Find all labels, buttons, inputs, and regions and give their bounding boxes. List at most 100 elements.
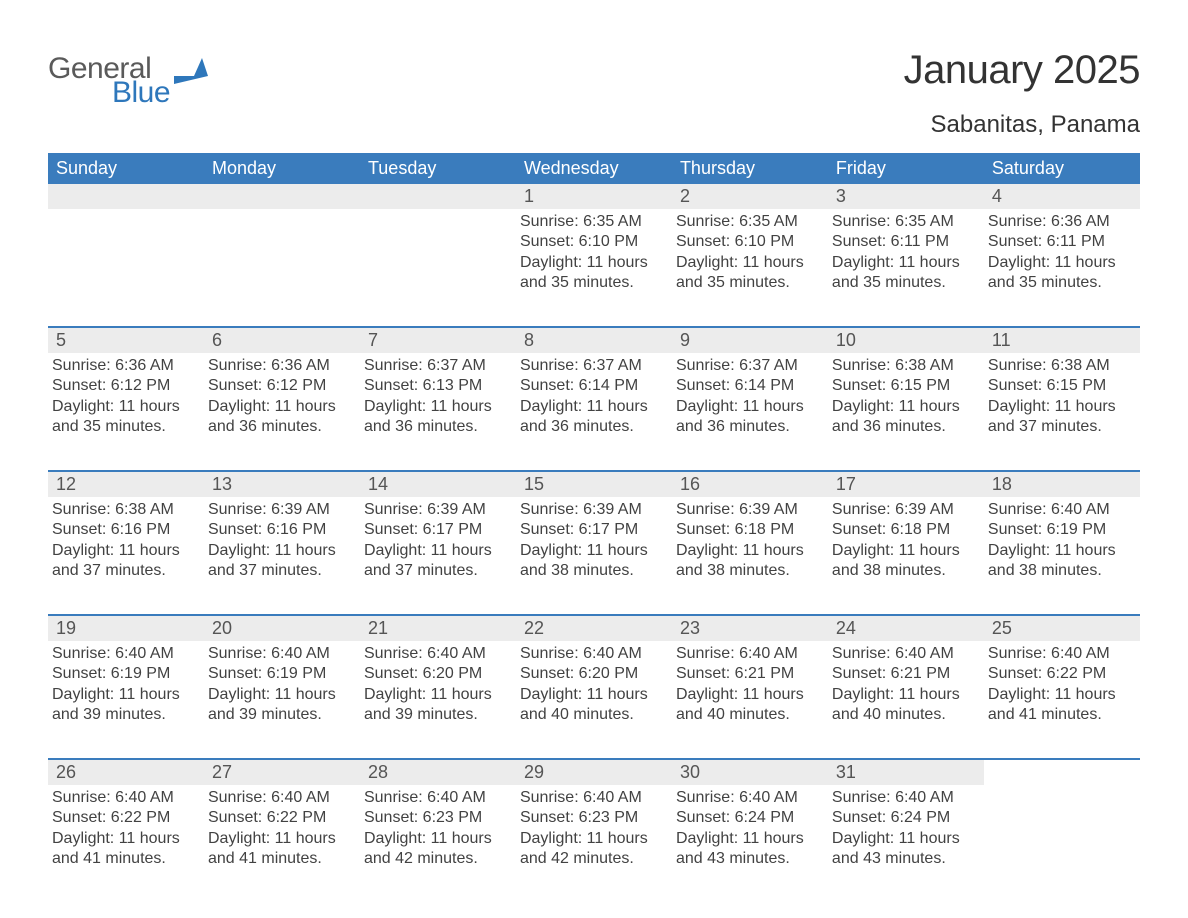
day-content: Sunrise: 6:37 AMSunset: 6:14 PMDaylight:…: [516, 353, 672, 438]
day-number: 12: [48, 472, 204, 497]
calendar-cell: Sunrise: 6:40 AMSunset: 6:19 PMDaylight:…: [48, 641, 204, 759]
sunset-text: Sunset: 6:22 PM: [988, 664, 1134, 684]
daylight-text: Daylight: 11 hours and 39 minutes.: [364, 685, 510, 726]
daylight-text: Daylight: 11 hours and 38 minutes.: [988, 541, 1134, 582]
sunrise-text: Sunrise: 6:36 AM: [208, 356, 354, 376]
sunrise-text: Sunrise: 6:37 AM: [364, 356, 510, 376]
daylight-text: Daylight: 11 hours and 39 minutes.: [208, 685, 354, 726]
calendar-cell: Sunrise: 6:39 AMSunset: 6:17 PMDaylight:…: [516, 497, 672, 615]
day-content: Sunrise: 6:35 AMSunset: 6:11 PMDaylight:…: [828, 209, 984, 294]
sunset-text: Sunset: 6:24 PM: [832, 808, 978, 828]
daylight-text: Daylight: 11 hours and 36 minutes.: [520, 397, 666, 438]
sunrise-text: Sunrise: 6:40 AM: [520, 644, 666, 664]
sunset-text: Sunset: 6:17 PM: [520, 520, 666, 540]
sunrise-text: Sunrise: 6:40 AM: [676, 644, 822, 664]
calendar-cell: Sunrise: 6:39 AMSunset: 6:18 PMDaylight:…: [828, 497, 984, 615]
daylight-text: Daylight: 11 hours and 42 minutes.: [364, 829, 510, 870]
sunset-text: Sunset: 6:11 PM: [988, 232, 1134, 252]
calendar-cell: Sunrise: 6:40 AMSunset: 6:19 PMDaylight:…: [984, 497, 1140, 615]
sunset-text: Sunset: 6:20 PM: [364, 664, 510, 684]
calendar-cell: Sunrise: 6:40 AMSunset: 6:23 PMDaylight:…: [516, 785, 672, 895]
sunset-text: Sunset: 6:12 PM: [52, 376, 198, 396]
day-number: 6: [204, 328, 360, 353]
calendar-cell: Sunrise: 6:40 AMSunset: 6:24 PMDaylight:…: [672, 785, 828, 895]
daylight-text: Daylight: 11 hours and 35 minutes.: [832, 253, 978, 294]
day-content: Sunrise: 6:39 AMSunset: 6:17 PMDaylight:…: [516, 497, 672, 582]
day-number: [360, 184, 516, 209]
sunset-text: Sunset: 6:16 PM: [208, 520, 354, 540]
day-number: 19: [48, 616, 204, 641]
day-content: Sunrise: 6:40 AMSunset: 6:24 PMDaylight:…: [828, 785, 984, 870]
daylight-text: Daylight: 11 hours and 36 minutes.: [832, 397, 978, 438]
daylight-text: Daylight: 11 hours and 35 minutes.: [520, 253, 666, 294]
sunset-text: Sunset: 6:15 PM: [988, 376, 1134, 396]
day-number: 10: [828, 328, 984, 353]
day-content: Sunrise: 6:40 AMSunset: 6:20 PMDaylight:…: [516, 641, 672, 726]
day-content: Sunrise: 6:40 AMSunset: 6:24 PMDaylight:…: [672, 785, 828, 870]
daylight-text: Daylight: 11 hours and 35 minutes.: [988, 253, 1134, 294]
daylight-text: Daylight: 11 hours and 38 minutes.: [676, 541, 822, 582]
sunset-text: Sunset: 6:14 PM: [520, 376, 666, 396]
day-number: 26: [48, 760, 204, 785]
flag-icon: [174, 58, 208, 84]
daylight-text: Daylight: 11 hours and 41 minutes.: [988, 685, 1134, 726]
calendar-table: SundayMondayTuesdayWednesdayThursdayFrid…: [48, 153, 1140, 895]
day-content: Sunrise: 6:36 AMSunset: 6:11 PMDaylight:…: [984, 209, 1140, 294]
daylight-text: Daylight: 11 hours and 40 minutes.: [832, 685, 978, 726]
sunset-text: Sunset: 6:17 PM: [364, 520, 510, 540]
day-content: Sunrise: 6:38 AMSunset: 6:15 PMDaylight:…: [984, 353, 1140, 438]
calendar-cell: Sunrise: 6:35 AMSunset: 6:10 PMDaylight:…: [672, 209, 828, 327]
day-number: 16: [672, 472, 828, 497]
calendar-cell: Sunrise: 6:40 AMSunset: 6:20 PMDaylight:…: [360, 641, 516, 759]
sunrise-text: Sunrise: 6:40 AM: [52, 788, 198, 808]
day-number: 20: [204, 616, 360, 641]
calendar-cell: Sunrise: 6:40 AMSunset: 6:20 PMDaylight:…: [516, 641, 672, 759]
daylight-text: Daylight: 11 hours and 38 minutes.: [832, 541, 978, 582]
day-content: Sunrise: 6:36 AMSunset: 6:12 PMDaylight:…: [48, 353, 204, 438]
calendar-cell: Sunrise: 6:37 AMSunset: 6:14 PMDaylight:…: [672, 353, 828, 471]
calendar-cell: Sunrise: 6:35 AMSunset: 6:11 PMDaylight:…: [828, 209, 984, 327]
sunset-text: Sunset: 6:20 PM: [520, 664, 666, 684]
sunrise-text: Sunrise: 6:35 AM: [520, 212, 666, 232]
daylight-text: Daylight: 11 hours and 36 minutes.: [208, 397, 354, 438]
weekday-header: Tuesday: [360, 153, 516, 184]
day-content: Sunrise: 6:38 AMSunset: 6:15 PMDaylight:…: [828, 353, 984, 438]
day-number: 4: [984, 184, 1140, 209]
calendar-cell: Sunrise: 6:37 AMSunset: 6:14 PMDaylight:…: [516, 353, 672, 471]
calendar-cell: Sunrise: 6:39 AMSunset: 6:16 PMDaylight:…: [204, 497, 360, 615]
sunrise-text: Sunrise: 6:35 AM: [832, 212, 978, 232]
sunset-text: Sunset: 6:19 PM: [52, 664, 198, 684]
day-content: Sunrise: 6:39 AMSunset: 6:18 PMDaylight:…: [672, 497, 828, 582]
day-content: Sunrise: 6:40 AMSunset: 6:22 PMDaylight:…: [984, 641, 1140, 726]
daylight-text: Daylight: 11 hours and 37 minutes.: [364, 541, 510, 582]
calendar-cell: Sunrise: 6:35 AMSunset: 6:10 PMDaylight:…: [516, 209, 672, 327]
day-number: 31: [828, 760, 984, 785]
calendar-cell: Sunrise: 6:40 AMSunset: 6:21 PMDaylight:…: [828, 641, 984, 759]
calendar-cell: Sunrise: 6:40 AMSunset: 6:22 PMDaylight:…: [204, 785, 360, 895]
day-number: 14: [360, 472, 516, 497]
sunrise-text: Sunrise: 6:39 AM: [208, 500, 354, 520]
calendar-cell: Sunrise: 6:40 AMSunset: 6:23 PMDaylight:…: [360, 785, 516, 895]
calendar-cell: Sunrise: 6:39 AMSunset: 6:17 PMDaylight:…: [360, 497, 516, 615]
weekday-header: Thursday: [672, 153, 828, 184]
day-content: Sunrise: 6:37 AMSunset: 6:13 PMDaylight:…: [360, 353, 516, 438]
day-content: Sunrise: 6:35 AMSunset: 6:10 PMDaylight:…: [672, 209, 828, 294]
sunrise-text: Sunrise: 6:39 AM: [676, 500, 822, 520]
calendar-cell: Sunrise: 6:40 AMSunset: 6:22 PMDaylight:…: [48, 785, 204, 895]
logo-text: General Blue: [48, 54, 170, 108]
daylight-text: Daylight: 11 hours and 43 minutes.: [676, 829, 822, 870]
header: General Blue January 2025 Sabanitas, Pan…: [48, 48, 1140, 149]
sunset-text: Sunset: 6:11 PM: [832, 232, 978, 252]
day-content: Sunrise: 6:39 AMSunset: 6:18 PMDaylight:…: [828, 497, 984, 582]
day-number: 30: [672, 760, 828, 785]
day-number: 8: [516, 328, 672, 353]
sunrise-text: Sunrise: 6:35 AM: [676, 212, 822, 232]
day-content: Sunrise: 6:40 AMSunset: 6:20 PMDaylight:…: [360, 641, 516, 726]
sunset-text: Sunset: 6:21 PM: [676, 664, 822, 684]
sunrise-text: Sunrise: 6:40 AM: [208, 644, 354, 664]
day-content: Sunrise: 6:39 AMSunset: 6:16 PMDaylight:…: [204, 497, 360, 582]
sunrise-text: Sunrise: 6:40 AM: [520, 788, 666, 808]
day-number: 27: [204, 760, 360, 785]
daylight-text: Daylight: 11 hours and 40 minutes.: [676, 685, 822, 726]
day-number: 13: [204, 472, 360, 497]
